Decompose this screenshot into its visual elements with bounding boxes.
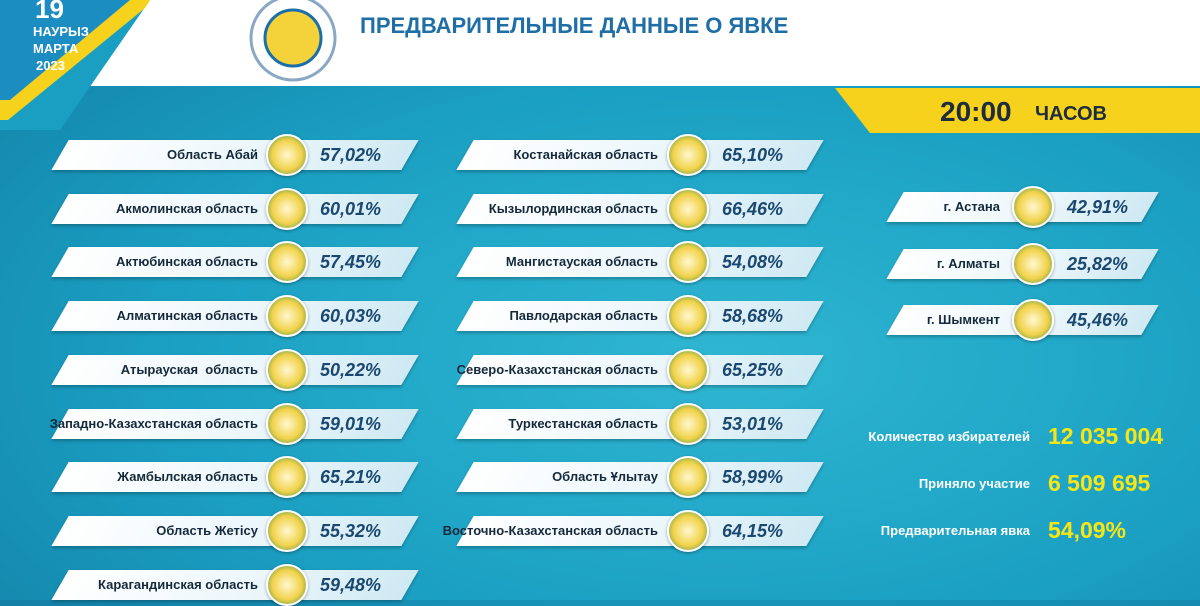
emblem	[667, 187, 709, 230]
emblem	[266, 402, 308, 445]
turnout: 59,48%	[320, 574, 382, 595]
day: 19	[35, 0, 64, 24]
turnout: 58,68%	[722, 306, 784, 327]
summary-value: 6 509 695	[1048, 470, 1151, 496]
region-name: Туркестанская область	[508, 415, 658, 431]
emblem	[667, 456, 709, 499]
emblem	[266, 456, 308, 499]
emblem	[667, 241, 709, 284]
emblem	[266, 187, 308, 230]
emblem	[667, 509, 709, 552]
summary-label: Приняло участие	[918, 476, 1030, 491]
emblem	[1012, 299, 1054, 341]
emblem	[266, 134, 308, 176]
region-name: г. Астана	[943, 199, 1000, 214]
region-name: Восточно-Казахстанская область	[442, 522, 658, 538]
summary-value: 12 035 004	[1048, 423, 1164, 449]
turnout: 57,02%	[320, 145, 382, 165]
summary-label: Количество избирателей	[868, 429, 1030, 444]
emblem	[266, 509, 308, 552]
summary-value: 54,09%	[1048, 517, 1127, 543]
turnout: 66,46%	[722, 198, 784, 219]
emblem	[266, 348, 308, 391]
region-name: Кызылординская область	[488, 200, 658, 216]
emblem	[667, 402, 709, 445]
time: 20:00	[940, 96, 1012, 127]
turnout: 65,21%	[320, 467, 382, 488]
emblem	[667, 134, 709, 176]
turnout: 65,25%	[722, 359, 784, 380]
region-name: Павлодарская область	[509, 308, 658, 324]
region-name: Область Ұлытау	[552, 469, 658, 485]
turnout: 59,01%	[320, 413, 382, 434]
month-kz: НАУРЫЗ	[33, 24, 89, 39]
turnout: 60,03%	[320, 306, 382, 327]
region-name: г. Шымкент	[926, 312, 1000, 327]
turnout: 65,10%	[722, 145, 784, 165]
region-name: Северо-Казахстанская область	[456, 361, 658, 377]
turnout: 58,99%	[722, 467, 784, 488]
turnout: 55,32%	[320, 520, 382, 541]
emblem	[266, 241, 308, 284]
month-ru: МАРТА	[33, 41, 79, 56]
region-name: Жамбылская область	[117, 469, 258, 485]
turnout: 53,01%	[722, 413, 784, 434]
region-name: Карагандинская область	[98, 576, 258, 592]
emblem	[667, 295, 709, 338]
turnout: 42,91%	[1067, 197, 1129, 217]
emblem	[266, 295, 308, 338]
emblem	[667, 348, 709, 391]
emblem	[266, 563, 308, 606]
region-name: г. Алматы	[936, 255, 1000, 271]
turnout: 64,15%	[722, 520, 784, 541]
region-name: Актюбинская область	[116, 254, 258, 270]
region-name: Костанайская область	[513, 147, 659, 162]
region-name: Алматинская область	[116, 308, 258, 324]
turnout: 50,22%	[320, 359, 382, 380]
region-name: Мангистауская область	[505, 254, 658, 270]
emblem	[1012, 186, 1054, 228]
turnout: 25,82%	[1067, 253, 1129, 274]
region-name: Область Жетісу	[156, 522, 258, 538]
emblem	[1012, 242, 1054, 285]
region-name: Атырауская область	[120, 361, 258, 377]
turnout: 45,46%	[1067, 310, 1129, 330]
header-graphics	[0, 0, 1200, 133]
summary-label: Предварительная явка	[880, 523, 1030, 538]
turnout: 54,08%	[722, 252, 784, 273]
region-name: Акмолинская область	[116, 200, 258, 216]
title: ПРЕДВАРИТЕЛЬНЫЕ ДАННЫЕ О ЯВКЕ	[360, 13, 789, 38]
year: 2023	[36, 58, 65, 73]
region-name: Область Абай	[167, 147, 258, 162]
time-unit: ЧАСОВ	[1035, 103, 1107, 125]
turnout: 60,01%	[320, 198, 382, 219]
region-name: Западно-Казахстанская область	[49, 415, 258, 431]
turnout: 57,45%	[320, 252, 382, 273]
